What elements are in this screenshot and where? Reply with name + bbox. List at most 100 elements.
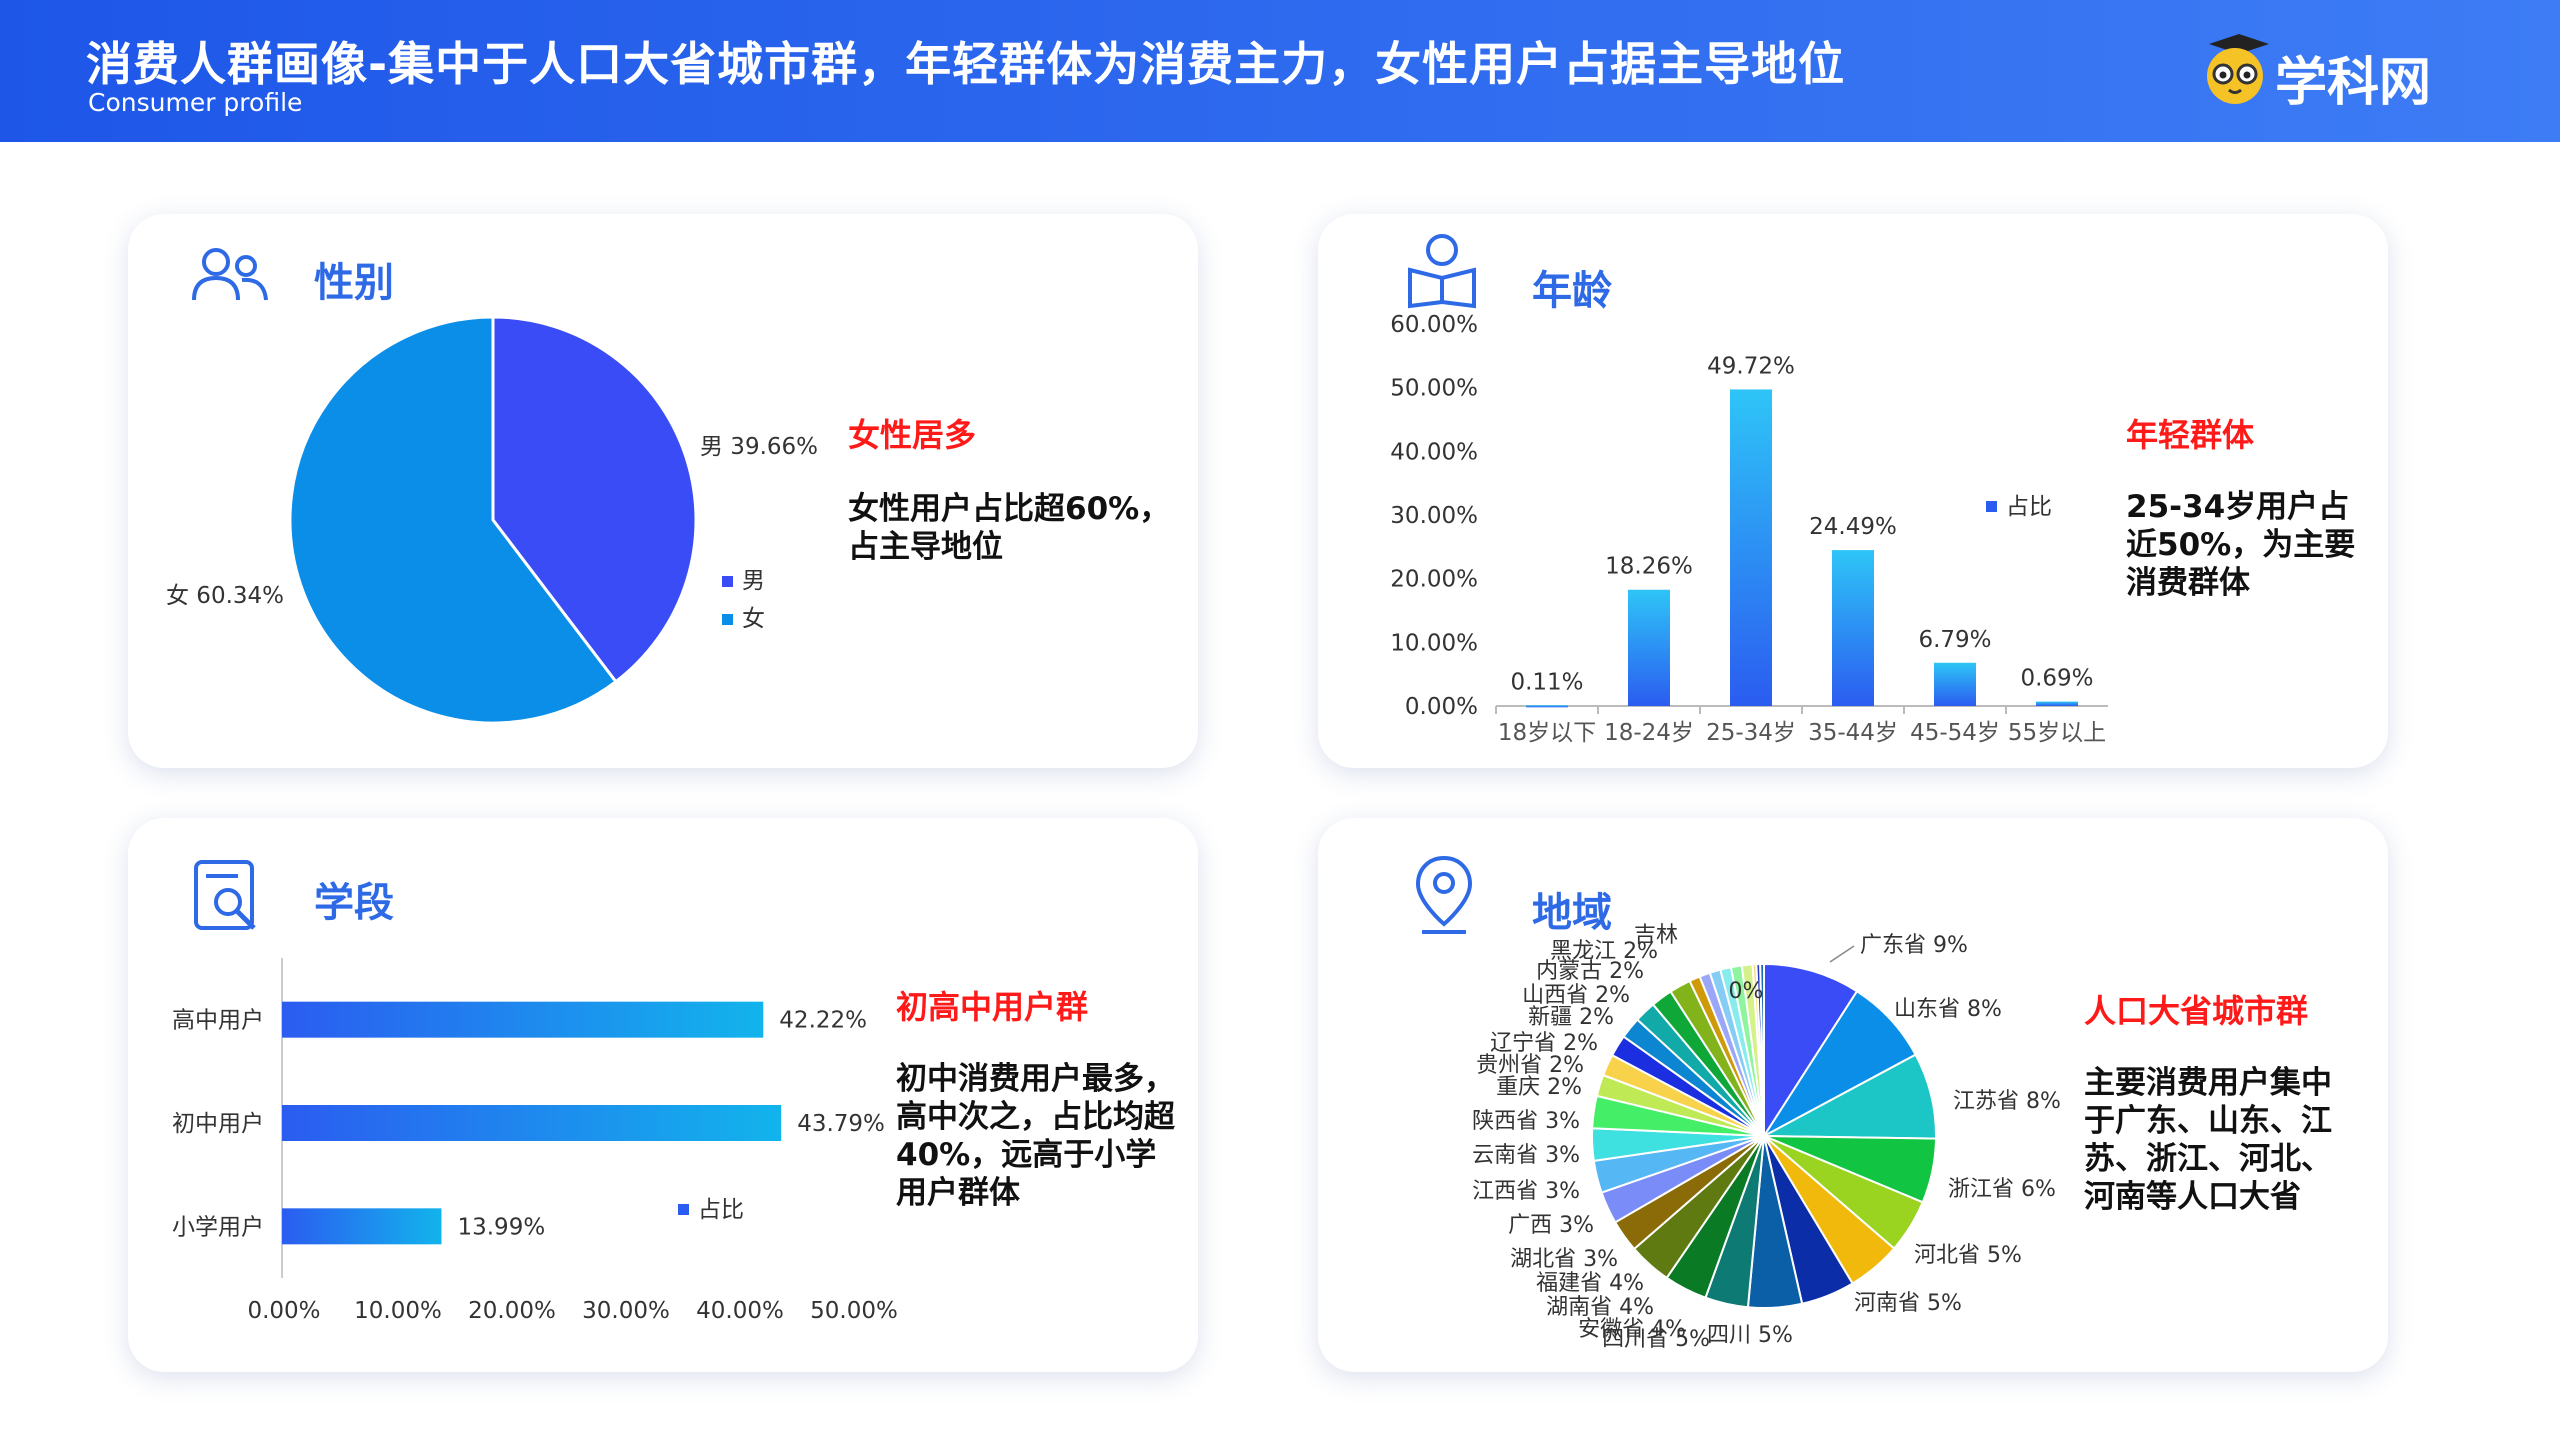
region-note-heading: 人口大省城市群	[2084, 992, 2309, 1030]
age-card-title: 年龄	[1532, 268, 1612, 314]
stage-data-label: 13.99%	[457, 1214, 545, 1240]
region-data-label: 贵州省 2%	[1476, 1053, 1584, 1078]
region-card-title: 地域	[1532, 890, 1612, 936]
gender-slice	[288, 315, 618, 725]
stage-bar	[282, 1105, 782, 1141]
region-data-label: 湖北省 3%	[1510, 1247, 1618, 1272]
stage-note-heading: 初高中用户群	[896, 988, 1089, 1026]
region-data-label: 湖南省 4%	[1546, 1295, 1654, 1320]
stage-x-tick-label: 40.00%	[696, 1298, 784, 1324]
region-leader-line	[1829, 945, 1855, 963]
age-bar	[1730, 389, 1772, 706]
stage-x-tick-label: 10.00%	[354, 1298, 442, 1324]
stage-category-label: 初中用户	[172, 1111, 264, 1137]
age-data-label: 6.79%	[1918, 627, 1991, 653]
region-data-label: 河北省 5%	[1914, 1243, 2022, 1268]
region-data-label: 安徽省 4%	[1578, 1317, 1686, 1342]
age-y-tick-label: 60.00%	[1390, 312, 1478, 338]
age-category-label: 18-24岁	[1604, 720, 1694, 746]
gender-legend-swatch	[722, 614, 733, 625]
age-note-body: 25-34岁用户占近50%，为主要消费群体	[2126, 489, 2356, 601]
age-data-label: 24.49%	[1809, 514, 1897, 540]
stage-card: 学段 42.22% 高中用户 43.79% 初中用户 13.99% 小学用户 0.00% 10…	[128, 818, 1198, 1372]
age-y-tick-label: 40.00%	[1390, 439, 1478, 465]
age-bar	[1526, 705, 1568, 708]
region-data-label: 福建省 4%	[1536, 1271, 1644, 1296]
gender-data-label: 男 39.66%	[700, 434, 818, 460]
stage-category-label: 小学用户	[172, 1214, 264, 1240]
gender-legend-label: 女	[742, 606, 765, 632]
region-slice	[1763, 962, 1859, 1140]
age-category-label: 45-54岁	[1910, 720, 2000, 746]
stage-x-tick-label: 30.00%	[582, 1298, 670, 1324]
region-card: 地域 广东省 9% 山东省 8% 江苏省 8% 浙江省 6% 河北省 5% 河南省 5% 四…	[1318, 818, 2388, 1372]
stage-bar	[282, 1208, 442, 1245]
age-bar	[1628, 589, 1670, 706]
region-data-label: 吉林	[1634, 923, 1678, 948]
stage-bar-chart: 42.22% 高中用户 43.79% 初中用户 13.99% 小学用户 0.00% 10.00…	[172, 958, 898, 1324]
region-data-label: 广西 3%	[1508, 1213, 1594, 1238]
header-banner: 消费人群画像-集中于人口大省城市群，年轻群体为消费主力，女性用户占据主导地位 C…	[0, 0, 2560, 142]
gender-pie-chart: 男 39.66% 女 60.34% 男女	[166, 315, 818, 725]
region-slice	[1759, 962, 1765, 1137]
age-bar	[1934, 662, 1976, 706]
search-document-icon	[194, 860, 256, 930]
age-y-tick-label: 10.00%	[1390, 630, 1478, 656]
stage-legend-label: 占比	[698, 1197, 744, 1223]
age-y-tick-label: 50.00%	[1390, 376, 1478, 402]
brand-logo-text: 学科网	[2275, 53, 2432, 113]
region-data-label: 四川 5%	[1707, 1323, 1793, 1348]
age-bar	[1832, 550, 1874, 706]
region-data-label: 四川省 5%	[1602, 1327, 1710, 1352]
region-data-label: 广东省 9%	[1860, 933, 1968, 958]
age-category-label: 18岁以下	[1498, 720, 1596, 746]
gender-card: 性别 男 39.66% 女 60.34% 男女 女性居多 女性用户占比超60%，占主…	[128, 214, 1198, 768]
stage-bar	[282, 1001, 764, 1038]
age-bar	[2036, 701, 2078, 706]
age-data-label: 0.69%	[2020, 666, 2093, 692]
region-data-label: 江苏省 8%	[1953, 1089, 2061, 1114]
age-note-heading: 年轻群体	[2126, 416, 2255, 454]
gender-note-heading: 女性居多	[848, 416, 977, 454]
region-data-label: 重庆 2%	[1496, 1075, 1582, 1100]
stage-category-label: 高中用户	[172, 1008, 264, 1034]
age-category-label: 35-44岁	[1808, 720, 1898, 746]
gender-legend-swatch	[722, 576, 733, 587]
age-y-tick-label: 30.00%	[1390, 503, 1478, 529]
age-data-label: 18.26%	[1605, 554, 1693, 580]
region-data-label: 新疆 2%	[1528, 1005, 1614, 1030]
region-data-label: 黑龙江 2%	[1550, 939, 1658, 964]
age-legend-swatch	[1986, 501, 1997, 512]
age-y-tick-label: 20.00%	[1390, 567, 1478, 593]
stage-legend-swatch	[678, 1204, 689, 1215]
region-data-label: 山西省 2%	[1522, 983, 1630, 1008]
stage-card-title: 学段	[314, 880, 394, 926]
age-bar-chart: 0.00% 10.00% 20.00% 30.00% 40.00% 50.00% 60.00…	[1390, 312, 2108, 746]
region-data-label: 江西省 3%	[1472, 1179, 1580, 1204]
stage-x-tick-label: 0.00%	[247, 1298, 320, 1324]
users-icon	[192, 248, 268, 301]
location-pin-icon	[1415, 855, 1473, 934]
stage-data-label: 42.22%	[779, 1008, 867, 1034]
gender-slice	[491, 315, 698, 684]
age-category-label: 25-34岁	[1706, 720, 1796, 746]
region-pie-chart: 广东省 9% 山东省 8% 江苏省 8% 浙江省 6% 河北省 5% 河南省 5% 四川 5…	[1472, 923, 2061, 1352]
owl-mascot-icon	[2207, 34, 2269, 104]
region-data-label: 云南省 3%	[1472, 1143, 1580, 1168]
stage-note-body: 初中消费用户最多，高中次之，占比均超40%，远高于小学用户群体	[896, 1061, 1175, 1211]
page-title: 消费人群画像-集中于人口大省城市群，年轻群体为消费主力，女性用户占据主导地位	[86, 37, 1846, 91]
stage-x-tick-label: 20.00%	[468, 1298, 556, 1324]
age-card: 年龄 0.00% 10.00% 20.00% 30.00% 40.00% 50.00% 60…	[1318, 214, 2388, 768]
age-legend-label: 占比	[2006, 494, 2052, 520]
age-data-label: 0.11%	[1510, 669, 1583, 695]
region-data-label: 河南省 5%	[1854, 1291, 1962, 1316]
age-y-tick-label: 0.00%	[1405, 694, 1478, 720]
gender-data-label: 女 60.34%	[166, 583, 284, 609]
brand-logo: 学科网	[2195, 30, 2475, 113]
gender-card-title: 性别	[314, 260, 394, 306]
region-data-label: 山东省 8%	[1894, 997, 2002, 1022]
region-data-label: 0%	[1729, 979, 1764, 1004]
gender-legend-label: 男	[742, 568, 765, 594]
region-note-body: 主要消费用户集中于广东、山东、江苏、浙江、河北、河南等人口大省	[2084, 1065, 2332, 1215]
gender-note-body: 女性用户占比超60%，占主导地位	[848, 491, 1171, 565]
